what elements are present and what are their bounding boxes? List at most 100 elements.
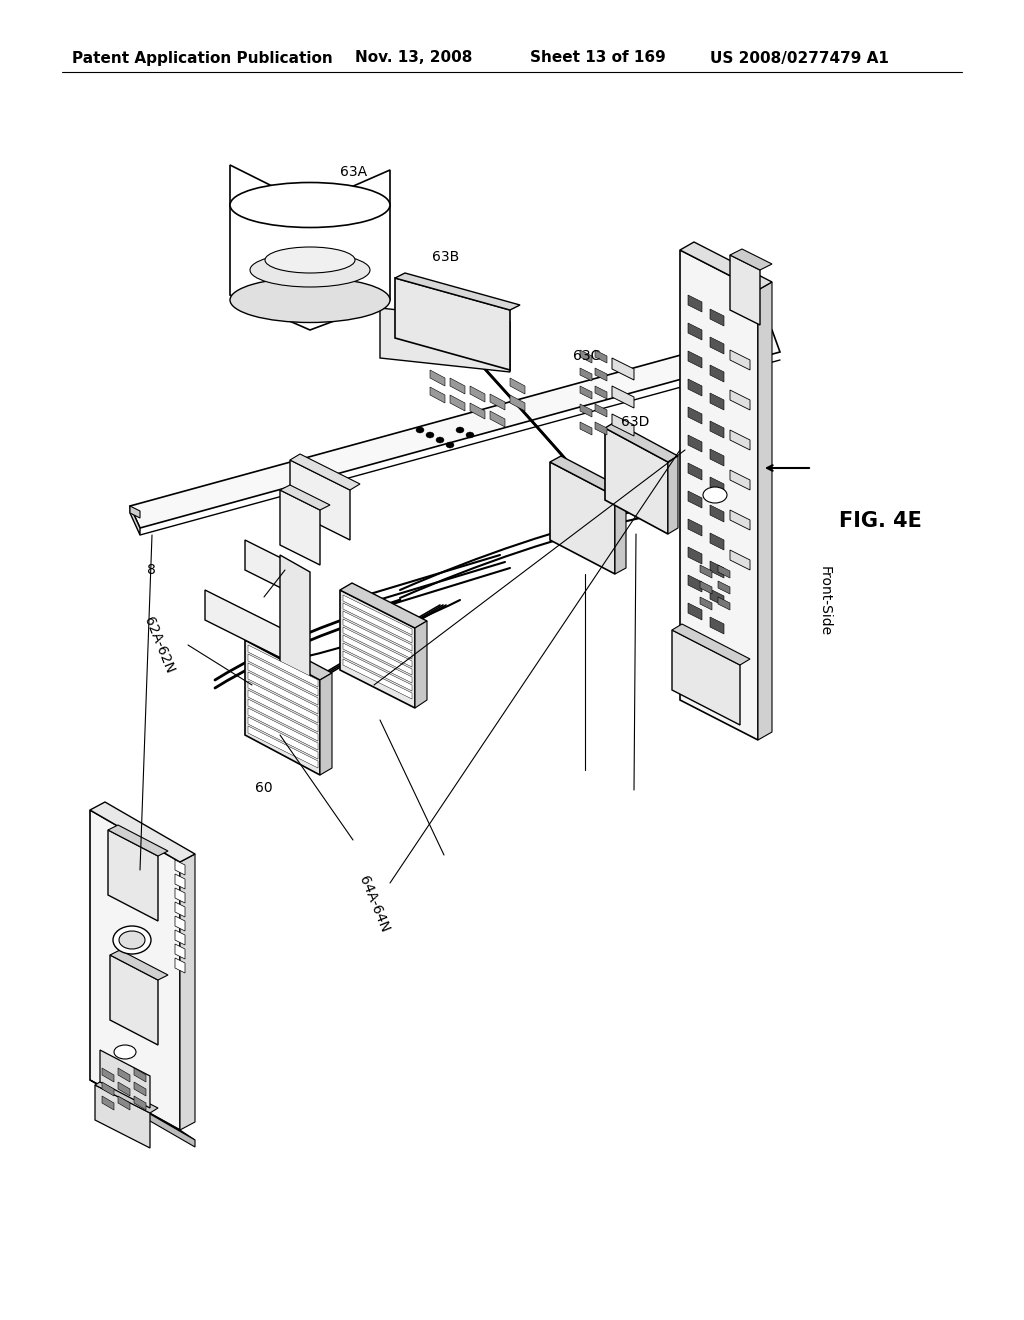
Polygon shape: [95, 1080, 158, 1113]
Polygon shape: [248, 672, 318, 714]
Polygon shape: [395, 273, 520, 310]
Polygon shape: [730, 430, 750, 450]
Polygon shape: [415, 620, 427, 708]
Polygon shape: [248, 645, 318, 686]
Polygon shape: [730, 510, 750, 531]
Ellipse shape: [119, 931, 145, 949]
Polygon shape: [688, 351, 702, 368]
Polygon shape: [595, 404, 607, 417]
Ellipse shape: [703, 487, 727, 503]
Polygon shape: [580, 385, 592, 399]
Polygon shape: [710, 337, 724, 354]
Polygon shape: [718, 565, 730, 578]
Polygon shape: [718, 597, 730, 610]
Polygon shape: [490, 411, 505, 426]
Polygon shape: [110, 950, 168, 979]
Text: 8: 8: [147, 564, 156, 577]
Polygon shape: [730, 350, 750, 370]
Polygon shape: [134, 1082, 146, 1096]
Polygon shape: [450, 395, 465, 411]
Polygon shape: [248, 726, 318, 768]
Polygon shape: [175, 958, 185, 973]
Polygon shape: [688, 379, 702, 396]
Polygon shape: [595, 422, 607, 436]
Polygon shape: [343, 643, 412, 682]
Polygon shape: [175, 861, 185, 875]
Text: 60: 60: [255, 781, 273, 795]
Polygon shape: [430, 387, 445, 403]
Polygon shape: [248, 708, 318, 750]
Polygon shape: [118, 1082, 130, 1096]
Polygon shape: [248, 690, 318, 733]
Polygon shape: [280, 554, 310, 682]
Polygon shape: [680, 249, 758, 741]
Polygon shape: [595, 385, 607, 399]
Polygon shape: [688, 294, 702, 312]
Polygon shape: [175, 902, 185, 917]
Polygon shape: [730, 470, 750, 490]
Polygon shape: [700, 581, 712, 594]
Text: 63C: 63C: [573, 350, 600, 363]
Polygon shape: [672, 624, 750, 665]
Polygon shape: [90, 803, 195, 862]
Polygon shape: [130, 506, 140, 517]
Polygon shape: [343, 627, 412, 667]
Text: 63B: 63B: [432, 251, 459, 264]
Polygon shape: [343, 651, 412, 690]
Polygon shape: [580, 404, 592, 417]
Polygon shape: [100, 1049, 150, 1107]
Polygon shape: [90, 810, 180, 1130]
Polygon shape: [672, 630, 740, 725]
Polygon shape: [710, 506, 724, 521]
Polygon shape: [605, 422, 678, 462]
Polygon shape: [688, 546, 702, 564]
Polygon shape: [688, 463, 702, 480]
Polygon shape: [380, 308, 510, 372]
Polygon shape: [245, 634, 332, 680]
Polygon shape: [688, 436, 702, 451]
Polygon shape: [340, 583, 427, 628]
Polygon shape: [710, 533, 724, 550]
Polygon shape: [688, 519, 702, 536]
Polygon shape: [730, 249, 772, 271]
Polygon shape: [550, 462, 615, 574]
Polygon shape: [710, 589, 724, 606]
Polygon shape: [343, 611, 412, 651]
Polygon shape: [710, 477, 724, 494]
Polygon shape: [580, 368, 592, 381]
Polygon shape: [688, 603, 702, 620]
Polygon shape: [470, 403, 485, 418]
Polygon shape: [280, 490, 319, 565]
Polygon shape: [130, 330, 780, 528]
Polygon shape: [102, 1068, 114, 1082]
Polygon shape: [510, 395, 525, 411]
Polygon shape: [175, 888, 185, 903]
Text: 62A-62N: 62A-62N: [141, 615, 176, 676]
Ellipse shape: [446, 442, 454, 447]
Polygon shape: [612, 414, 634, 436]
Ellipse shape: [114, 1045, 136, 1059]
Polygon shape: [175, 874, 185, 888]
Polygon shape: [175, 916, 185, 931]
Polygon shape: [710, 421, 724, 438]
Polygon shape: [612, 358, 634, 380]
Polygon shape: [710, 449, 724, 466]
Polygon shape: [710, 616, 724, 634]
Polygon shape: [280, 484, 330, 510]
Polygon shape: [340, 590, 415, 708]
Polygon shape: [105, 1088, 195, 1147]
Polygon shape: [343, 595, 412, 635]
Polygon shape: [730, 255, 760, 325]
Polygon shape: [102, 1096, 114, 1110]
Ellipse shape: [426, 432, 434, 438]
Ellipse shape: [113, 927, 151, 954]
Polygon shape: [758, 282, 772, 741]
Polygon shape: [710, 309, 724, 326]
Polygon shape: [343, 603, 412, 643]
Polygon shape: [180, 854, 195, 1130]
Ellipse shape: [466, 432, 474, 438]
Polygon shape: [248, 717, 318, 759]
Polygon shape: [730, 550, 750, 570]
Polygon shape: [95, 1085, 150, 1148]
Polygon shape: [130, 506, 140, 535]
